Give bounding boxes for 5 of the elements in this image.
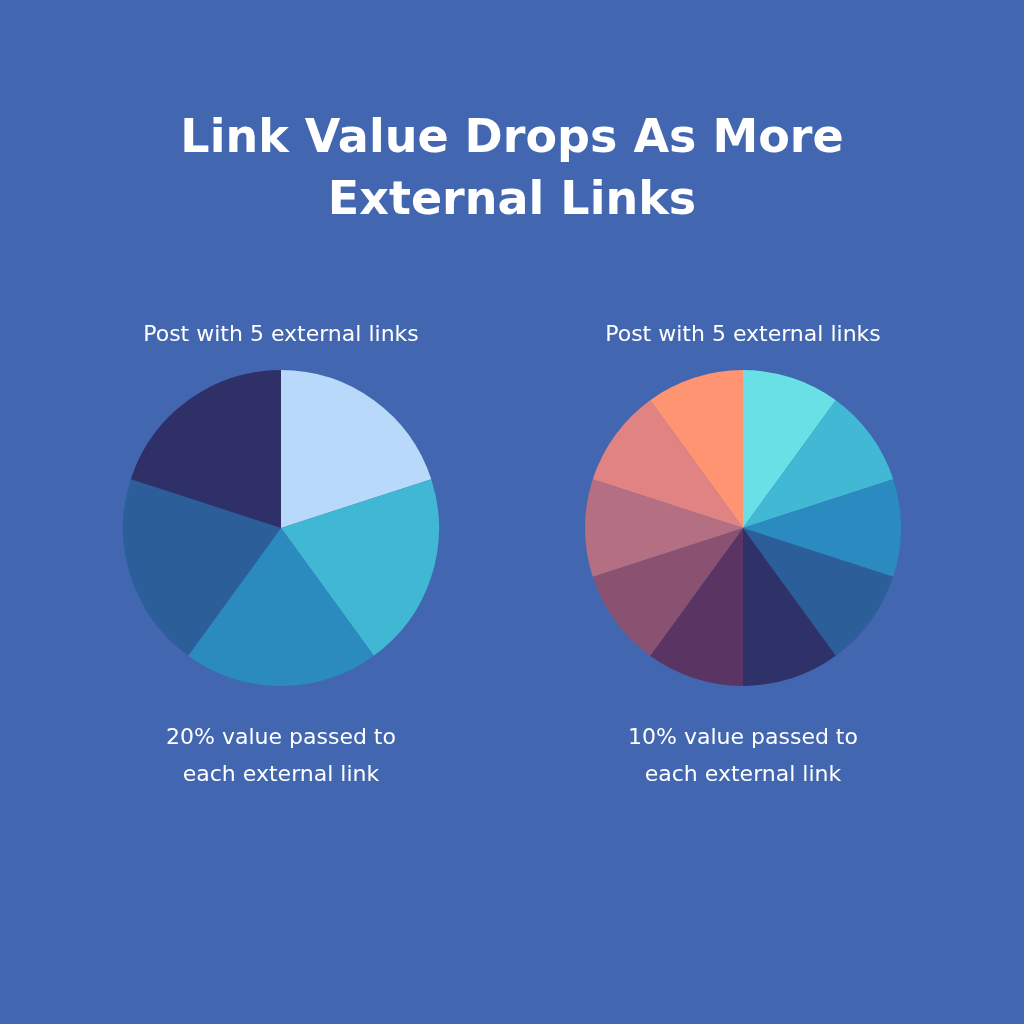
text: 10% value passed to each external link bbox=[627, 723, 859, 788]
chart-title: Link Value Drops As More External Links bbox=[179, 108, 845, 227]
chart-subtitle: Post with 5 external links bbox=[604, 320, 882, 348]
text: 20% value passed to each external link bbox=[165, 723, 397, 788]
chart-subtitle: Post with 5 external links bbox=[142, 320, 420, 348]
